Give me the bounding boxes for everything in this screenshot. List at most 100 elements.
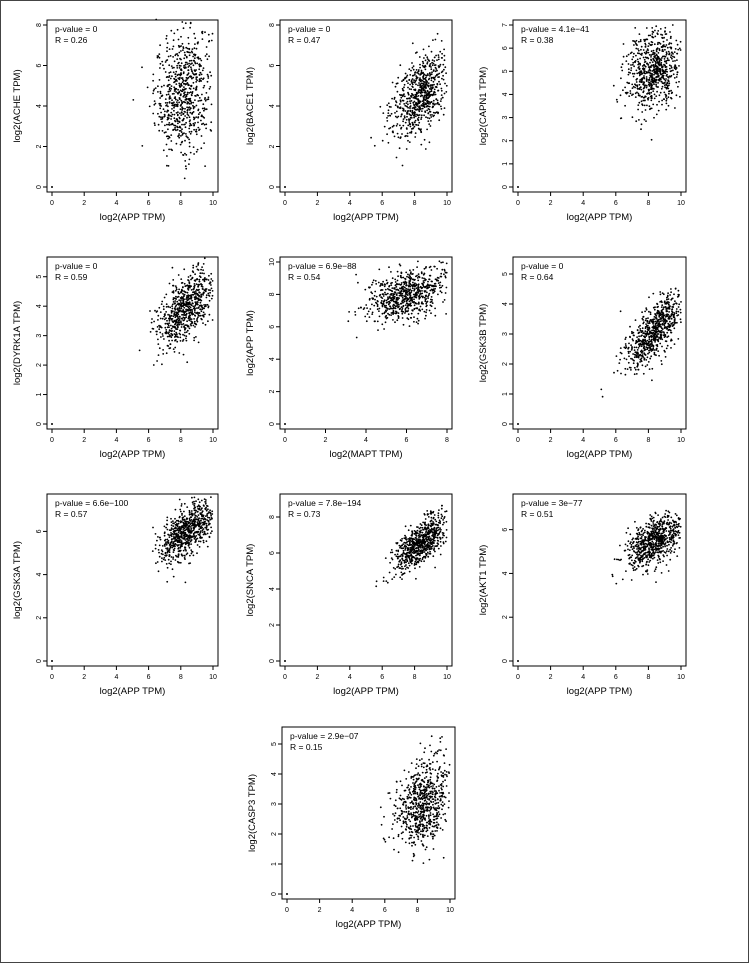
y-tick-label: 6 (502, 46, 509, 50)
data-point (441, 77, 443, 80)
data-point (658, 312, 661, 315)
data-point (171, 310, 174, 312)
data-point (165, 143, 168, 146)
data-point (185, 56, 188, 59)
data-point (381, 312, 384, 315)
data-point (665, 94, 668, 97)
data-point (418, 296, 420, 298)
data-point (675, 67, 678, 69)
data-point (433, 265, 436, 268)
data-point (387, 141, 390, 144)
data-point (675, 94, 678, 97)
data-point (643, 357, 646, 360)
data-point (657, 52, 660, 54)
data-point (650, 83, 653, 86)
data-point (385, 306, 387, 309)
data-point (169, 77, 172, 80)
data-point (170, 532, 172, 534)
data-point (664, 66, 667, 69)
data-point (666, 320, 668, 323)
data-point (182, 101, 185, 103)
data-point (190, 102, 192, 105)
data-point (156, 56, 159, 59)
x-tick-label: 4 (581, 200, 585, 207)
data-point (410, 80, 413, 83)
data-point (661, 313, 664, 316)
data-point (417, 100, 420, 102)
data-point (646, 62, 648, 65)
data-point (132, 99, 135, 101)
data-point (679, 49, 682, 51)
data-point (655, 50, 658, 53)
data-point (167, 533, 170, 536)
data-point (191, 72, 194, 74)
data-point (185, 298, 188, 300)
data-point (157, 319, 159, 321)
data-point (192, 288, 195, 291)
data-point (640, 128, 642, 131)
data-point (421, 60, 424, 63)
data-point (411, 78, 414, 80)
data-point (678, 65, 680, 67)
data-point (405, 281, 408, 284)
data-point (182, 82, 185, 85)
data-point (678, 303, 681, 306)
data-point (667, 79, 669, 81)
data-point (429, 125, 432, 127)
data-point (186, 101, 189, 103)
x-tick-label: 0 (283, 437, 287, 444)
data-point (386, 133, 388, 136)
data-point (439, 290, 442, 293)
data-point (657, 318, 660, 321)
data-point (185, 533, 188, 536)
data-point (673, 303, 676, 305)
data-point (380, 302, 383, 305)
y-tick-label: 0 (269, 185, 276, 189)
data-point (420, 143, 423, 146)
data-point (644, 44, 647, 46)
data-point (624, 367, 627, 370)
data-point (620, 66, 623, 69)
data-point (168, 562, 171, 565)
p-value-annotation: p-value = 4.1e−41 (521, 24, 590, 34)
data-point (408, 68, 411, 70)
data-point (409, 288, 412, 291)
data-point (426, 304, 428, 307)
data-point (184, 324, 187, 326)
data-point (670, 35, 672, 38)
data-point (643, 58, 646, 61)
data-point (184, 558, 186, 560)
data-point (657, 73, 659, 76)
data-point (201, 38, 204, 40)
data-point (199, 308, 202, 311)
data-point (676, 71, 679, 74)
data-point (177, 336, 179, 339)
data-point (644, 354, 647, 356)
data-point (659, 68, 662, 70)
data-point (195, 78, 198, 80)
data-point (175, 313, 177, 316)
data-point (199, 99, 201, 102)
data-point (368, 316, 371, 318)
data-point (652, 318, 655, 321)
x-tick-label: 0 (516, 437, 520, 444)
data-point (414, 113, 416, 116)
data-point (651, 78, 654, 80)
data-point (178, 46, 181, 48)
data-point (189, 122, 192, 125)
data-point (433, 83, 435, 86)
data-point (174, 285, 177, 287)
data-point (403, 103, 406, 105)
data-point (188, 64, 191, 67)
data-point (153, 103, 156, 106)
data-point (417, 260, 419, 263)
data-point (204, 313, 206, 316)
data-point (193, 57, 196, 60)
data-point (405, 118, 408, 121)
data-point (397, 312, 400, 314)
data-point (425, 301, 428, 303)
y-tick-label: 3 (502, 116, 509, 120)
data-point (652, 103, 655, 106)
data-point (193, 285, 196, 288)
y-axis-label: log2(GSK3B TPM) (478, 304, 489, 383)
